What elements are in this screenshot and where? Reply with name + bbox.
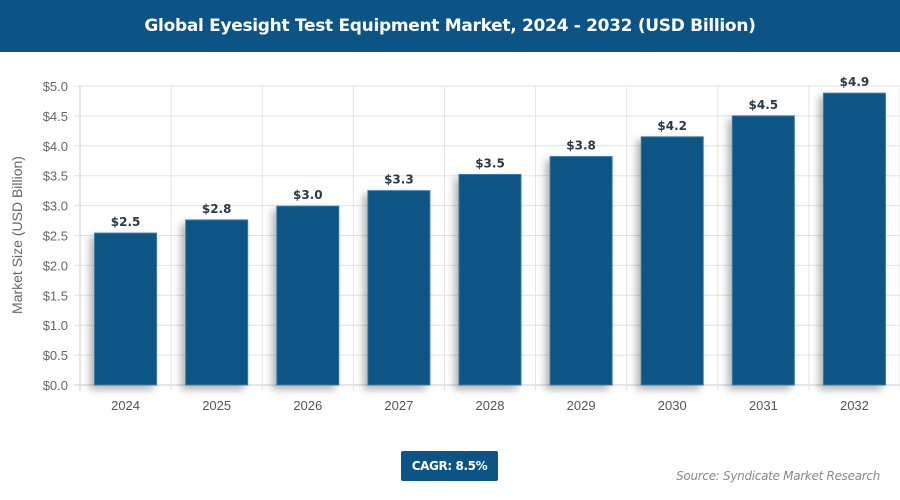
y-tick-label: $0.5 bbox=[43, 348, 68, 363]
bar-2032 bbox=[822, 92, 886, 386]
bar-2025 bbox=[185, 219, 249, 386]
bar-2029 bbox=[549, 156, 613, 386]
y-tick-label: $4.5 bbox=[43, 109, 68, 124]
data-label: $4.2 bbox=[657, 119, 687, 133]
x-tick-label: 2032 bbox=[840, 398, 869, 413]
x-tick-label: 2031 bbox=[749, 398, 778, 413]
bar-2026 bbox=[276, 205, 340, 386]
cagr-badge: CAGR: 8.5% bbox=[401, 451, 498, 481]
x-tick-label: 2025 bbox=[202, 398, 231, 413]
data-label: $3.0 bbox=[293, 188, 323, 202]
x-tick-label: 2024 bbox=[111, 398, 140, 413]
x-tick-label: 2026 bbox=[293, 398, 322, 413]
bar-2024 bbox=[94, 232, 158, 386]
data-label: $2.8 bbox=[202, 202, 232, 216]
data-label: $3.3 bbox=[384, 173, 414, 187]
y-tick-label: $1.0 bbox=[43, 318, 68, 333]
bar-2031 bbox=[731, 115, 795, 386]
y-tick-label: $2.5 bbox=[43, 229, 68, 244]
y-tick-label: $2.0 bbox=[43, 258, 68, 273]
y-tick-label: $1.5 bbox=[43, 288, 68, 303]
y-tick-label: $0.0 bbox=[43, 378, 68, 393]
data-label: $3.5 bbox=[475, 157, 505, 171]
data-label: $2.5 bbox=[111, 215, 141, 229]
source-note: Source: Syndicate Market Research bbox=[676, 469, 880, 483]
y-axis-label: Market Size (USD Billion) bbox=[9, 156, 25, 314]
bar-2030 bbox=[640, 136, 704, 386]
y-tick-label: $3.5 bbox=[43, 169, 68, 184]
x-tick-label: 2029 bbox=[567, 398, 596, 413]
bar-chart: $0.0 $0.5 $1.0 $1.5 $2.0 $2.5 $3.0 $3.5 $4.0 $4.5… bbox=[9, 75, 900, 413]
bar-2028 bbox=[458, 174, 522, 386]
y-tick-label: $5.0 bbox=[43, 79, 68, 94]
data-label: $4.9 bbox=[840, 75, 870, 89]
bar-2027 bbox=[367, 190, 431, 386]
title-banner: Global Eyesight Test Equipment Market, 2… bbox=[0, 0, 900, 52]
y-tick-label: $4.0 bbox=[43, 139, 68, 154]
data-label: $4.5 bbox=[749, 98, 779, 112]
chart-title: Global Eyesight Test Equipment Market, 2… bbox=[144, 16, 756, 36]
x-tick-label: 2030 bbox=[658, 398, 687, 413]
x-tick-label: 2027 bbox=[384, 398, 413, 413]
data-label: $3.8 bbox=[566, 139, 596, 153]
cagr-text: CAGR: 8.5% bbox=[411, 459, 488, 473]
y-tick-label: $3.0 bbox=[43, 199, 68, 214]
x-tick-label: 2028 bbox=[476, 398, 505, 413]
